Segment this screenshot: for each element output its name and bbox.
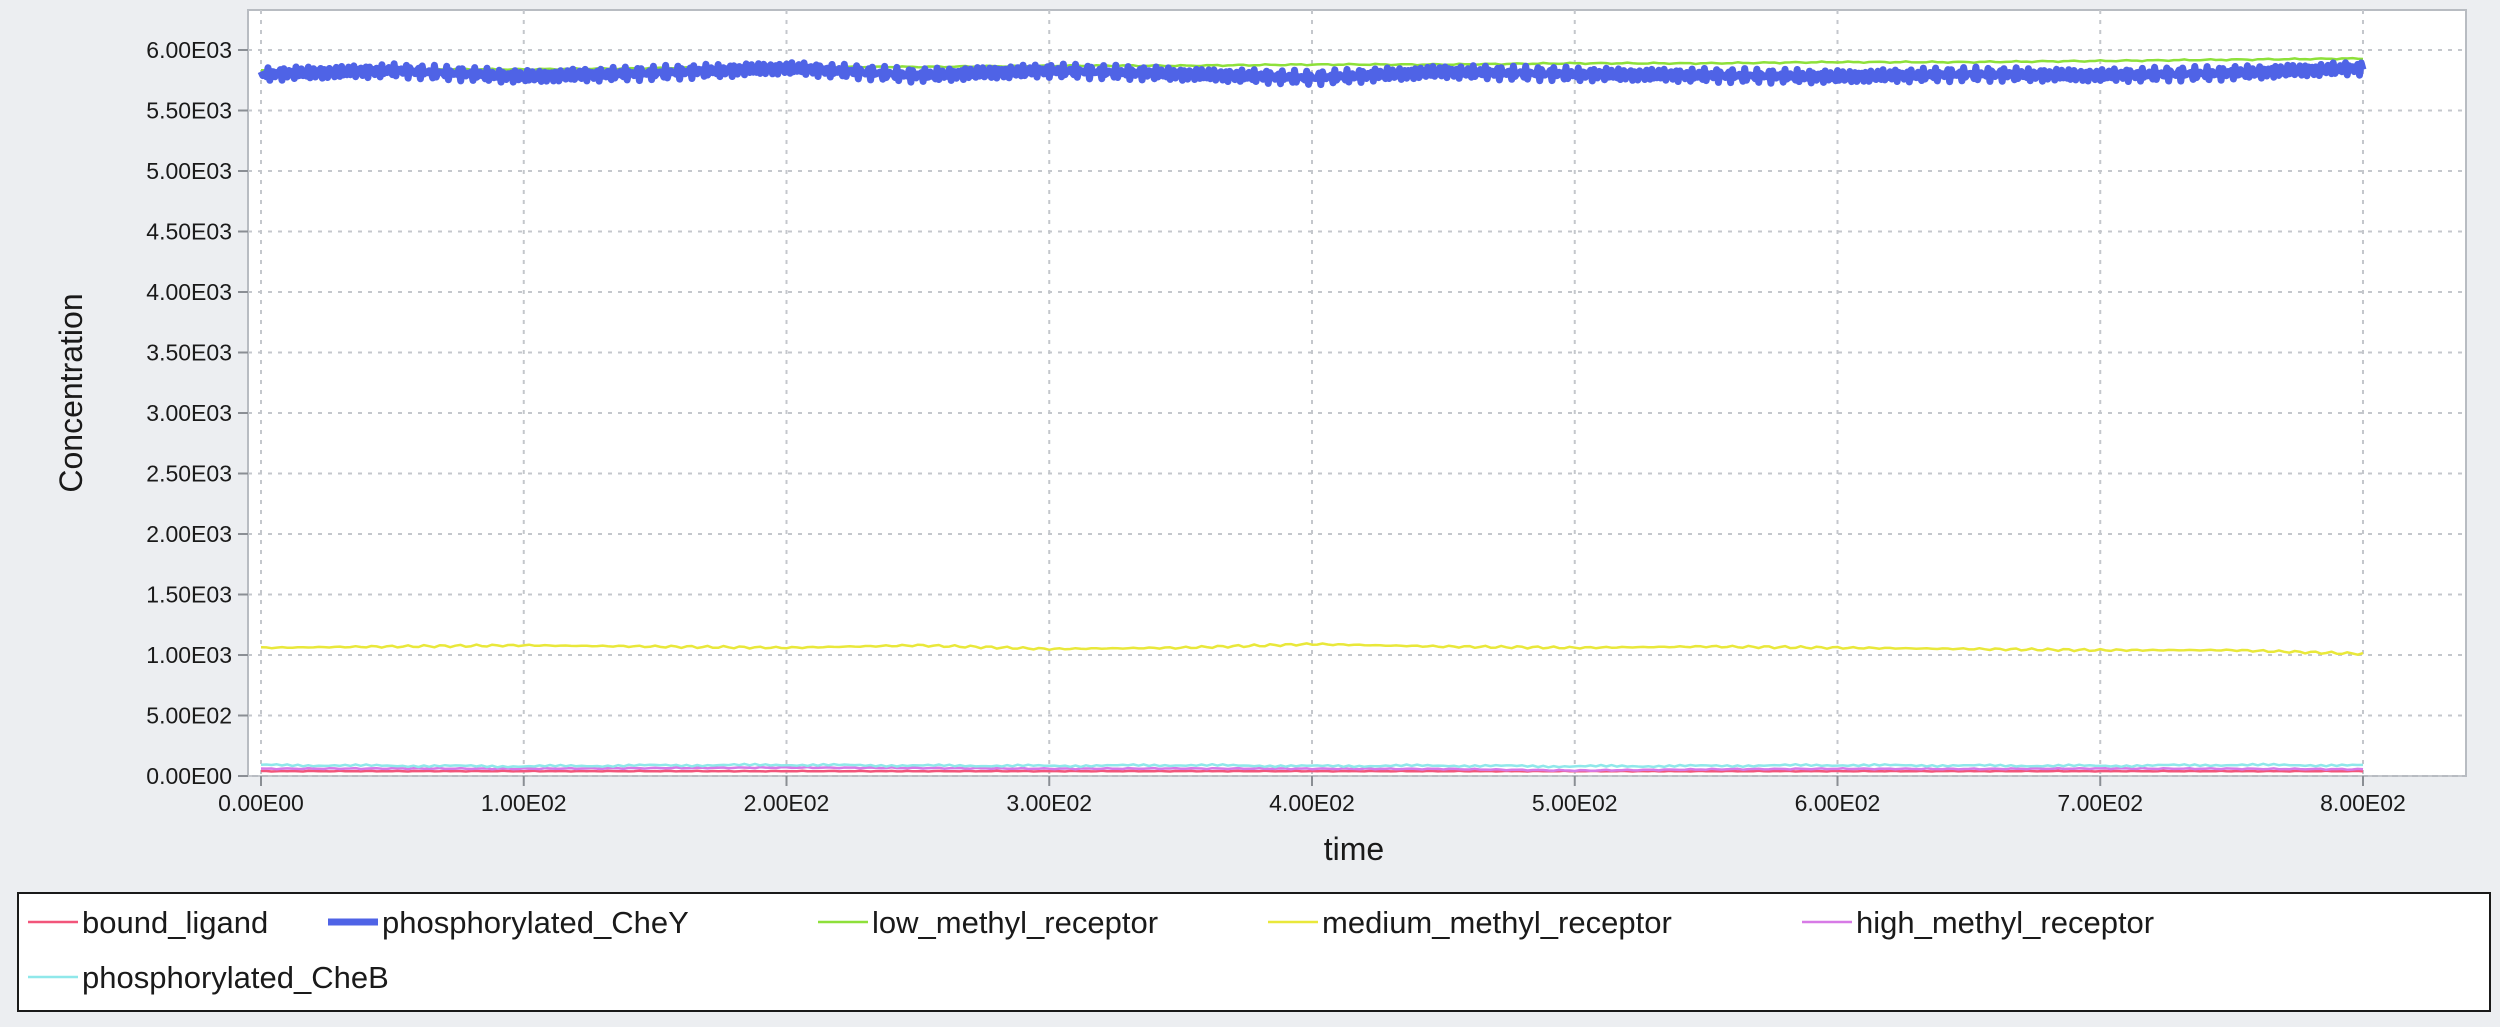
y-tick-label: 4.00E03 [146,279,232,305]
x-tick-label: 7.00E02 [2057,790,2143,816]
x-tick-label: 5.00E02 [1532,790,1618,816]
y-tick-label: 1.00E03 [146,642,232,668]
y-tick-label: 3.00E03 [146,400,232,426]
y-tick-label: 3.50E03 [146,340,232,366]
x-axis-ticks: 0.00E00 1.00E02 2.00E02 3.00E02 4.00E02 5.00E… [218,776,2406,816]
series-lines [257,56,2367,773]
x-tick-label: 2.00E02 [744,790,830,816]
y-axis-ticks: 0.00E00 5.00E02 1.00E03 1.50E03 2.00E03 2.50E… [146,37,248,789]
legend-label: phosphorylated_CheB [82,960,389,995]
series-line-phosphorylated_CheY [257,59,2367,89]
x-axis-title: time [1324,831,1384,867]
y-axis-title: Concentration [53,293,89,492]
y-tick-label: 5.50E03 [146,98,232,124]
series-line-phosphorylated_CheB [260,762,2364,769]
legend-label: medium_methyl_receptor [1322,905,1672,940]
legend-label: phosphorylated_CheY [382,905,689,940]
legend-label: low_methyl_receptor [872,905,1158,940]
x-tick-label: 6.00E02 [1795,790,1881,816]
x-tick-label: 0.00E00 [218,790,304,816]
legend-label: high_methyl_receptor [1856,905,2154,940]
legend: bound_ligand phosphorylated_CheY low_methy… [28,905,2154,995]
series-line-high_methyl_receptor [260,765,2364,773]
series-line-medium_methyl_receptor [260,642,2364,656]
x-tick-label: 4.00E02 [1269,790,1355,816]
series-line-bound_ligand [261,769,2364,773]
x-tick-label: 1.00E02 [481,790,567,816]
y-tick-label: 2.50E03 [146,461,232,487]
y-tick-label: 5.00E02 [146,703,232,729]
x-tick-label: 3.00E02 [1006,790,1092,816]
y-tick-label: 0.00E00 [146,763,232,789]
y-tick-label: 5.00E03 [146,158,232,184]
y-tick-label: 1.50E03 [146,582,232,608]
grid [248,10,2466,777]
legend-label: bound_ligand [82,905,268,940]
y-tick-label: 4.50E03 [146,219,232,245]
y-tick-label: 2.00E03 [146,521,232,547]
plot-area [247,9,2467,777]
x-tick-label: 8.00E02 [2320,790,2406,816]
legend-box [17,892,2491,1012]
y-tick-label: 6.00E03 [146,37,232,63]
